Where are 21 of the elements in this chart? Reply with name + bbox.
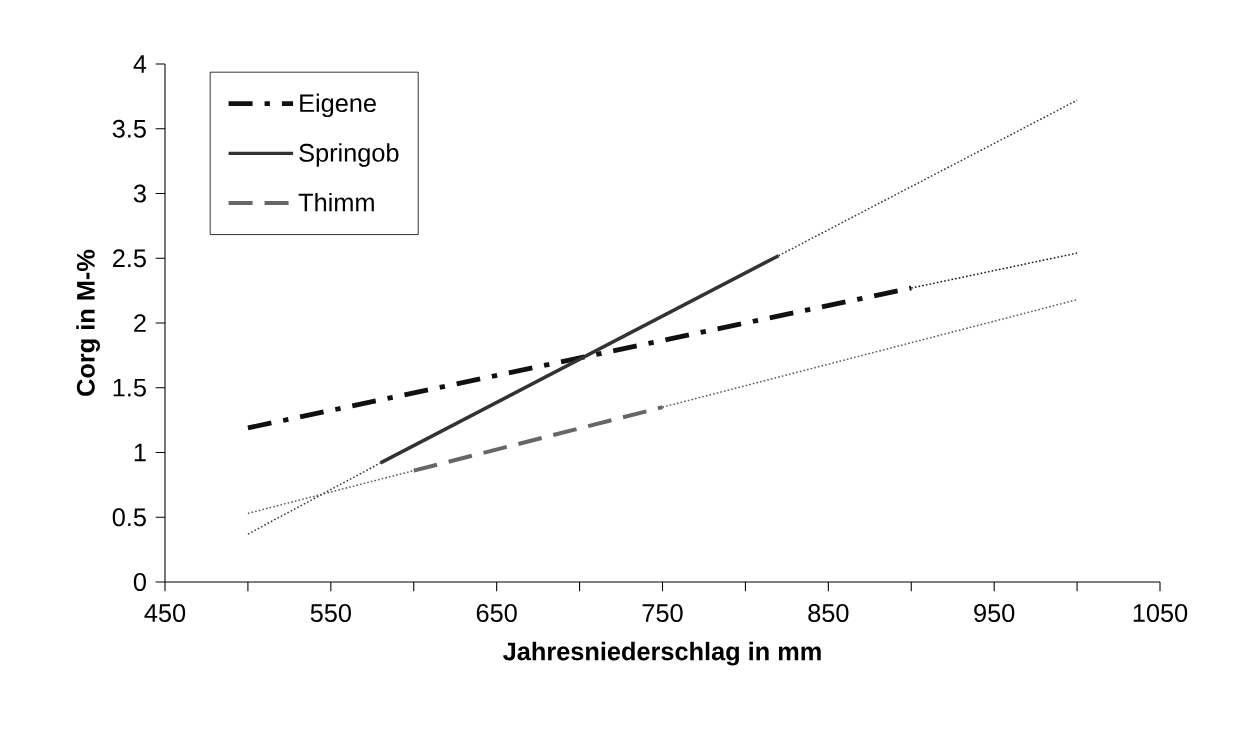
legend-label: Eigene	[300, 93, 376, 118]
y-tick-label: 0.5	[112, 508, 146, 527]
y-tick-label: 3	[133, 184, 146, 203]
x-tick-label: 550	[310, 604, 351, 622]
y-tick-label: 2.5	[113, 249, 146, 268]
y-tick-label: 3.5	[112, 119, 146, 138]
y-tick-label: 4	[133, 55, 147, 73]
y-tick-label: 1	[134, 443, 146, 462]
legend-label: Thimm	[298, 192, 374, 212]
x-tick-label: 450	[144, 604, 186, 622]
y-tick-label: 0	[133, 573, 146, 591]
x-axis-title: Jahresniederschlag in mm	[503, 641, 821, 666]
x-tick-label: 850	[808, 604, 849, 622]
x-tick-label: 750	[642, 604, 683, 622]
y-tick-label: 1.5	[113, 378, 146, 397]
legend-label: Springob	[299, 143, 399, 167]
x-tick-label: 1050	[1133, 604, 1188, 622]
x-tick-label: 950	[974, 604, 1015, 622]
y-tick-label: 2	[134, 314, 146, 332]
x-tick-label: 650	[476, 604, 517, 622]
y-axis-title: Corg in M-%	[76, 249, 100, 396]
